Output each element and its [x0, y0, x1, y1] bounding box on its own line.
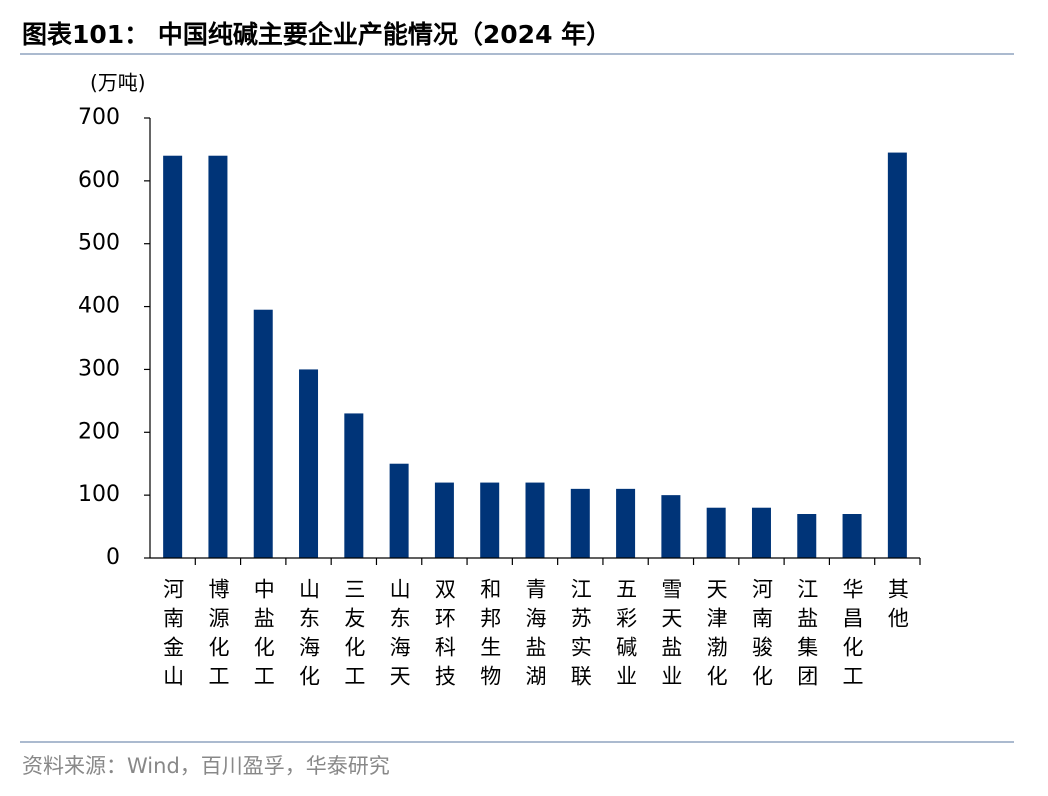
x-tick-label: 河南金山 [161, 578, 185, 694]
bar [842, 514, 862, 558]
bar [480, 482, 500, 558]
x-tick-label: 江盐集团 [795, 578, 819, 694]
x-tick-label: 华昌化工 [840, 578, 864, 694]
x-tick-label: 江苏实联 [568, 578, 592, 694]
y-tick-label: 600 [78, 168, 120, 193]
x-tick-label: 三友化工 [342, 578, 366, 694]
y-tick-label: 200 [78, 419, 120, 444]
bar [434, 482, 454, 558]
bar [208, 155, 228, 558]
y-tick-label: 700 [78, 105, 120, 130]
bar [389, 463, 409, 558]
bar [797, 514, 817, 558]
bar [661, 495, 681, 558]
y-tick-label: 100 [78, 482, 120, 507]
bar [253, 309, 273, 558]
x-tick-label: 双环科技 [432, 578, 456, 694]
bar [299, 369, 319, 558]
x-tick-label: 天津渤化 [704, 578, 728, 694]
x-tick-label: 雪天盐业 [659, 578, 683, 694]
chart-title: 图表101： 中国纯碱主要企业产能情况（2024 年） [22, 20, 611, 49]
bar [706, 507, 726, 558]
bar [887, 152, 907, 559]
x-tick-label: 河南骏化 [749, 578, 773, 694]
x-tick-label: 其他 [885, 578, 909, 636]
bar [163, 155, 183, 558]
x-tick-label: 和邦生物 [478, 578, 502, 694]
x-tick-label: 五彩碱业 [614, 578, 638, 694]
bar [616, 488, 636, 558]
x-tick-label: 博源化工 [206, 578, 230, 694]
y-tick-label: 500 [78, 231, 120, 256]
bar [751, 507, 771, 558]
y-tick-label: 400 [78, 294, 120, 319]
source-note: 资料来源：Wind，百川盈孚，华泰研究 [22, 754, 390, 778]
bar [344, 413, 364, 558]
x-tick-label: 山东海天 [387, 578, 411, 694]
y-tick-label: 300 [78, 356, 120, 381]
x-tick-label: 山东海化 [297, 578, 321, 694]
y-axis-label: (万吨) [90, 71, 146, 95]
bar [525, 482, 545, 558]
x-tick-label: 中盐化工 [251, 578, 275, 694]
y-tick-label: 0 [106, 545, 120, 570]
bar [570, 488, 590, 558]
x-tick-label: 青海盐湖 [523, 578, 547, 694]
